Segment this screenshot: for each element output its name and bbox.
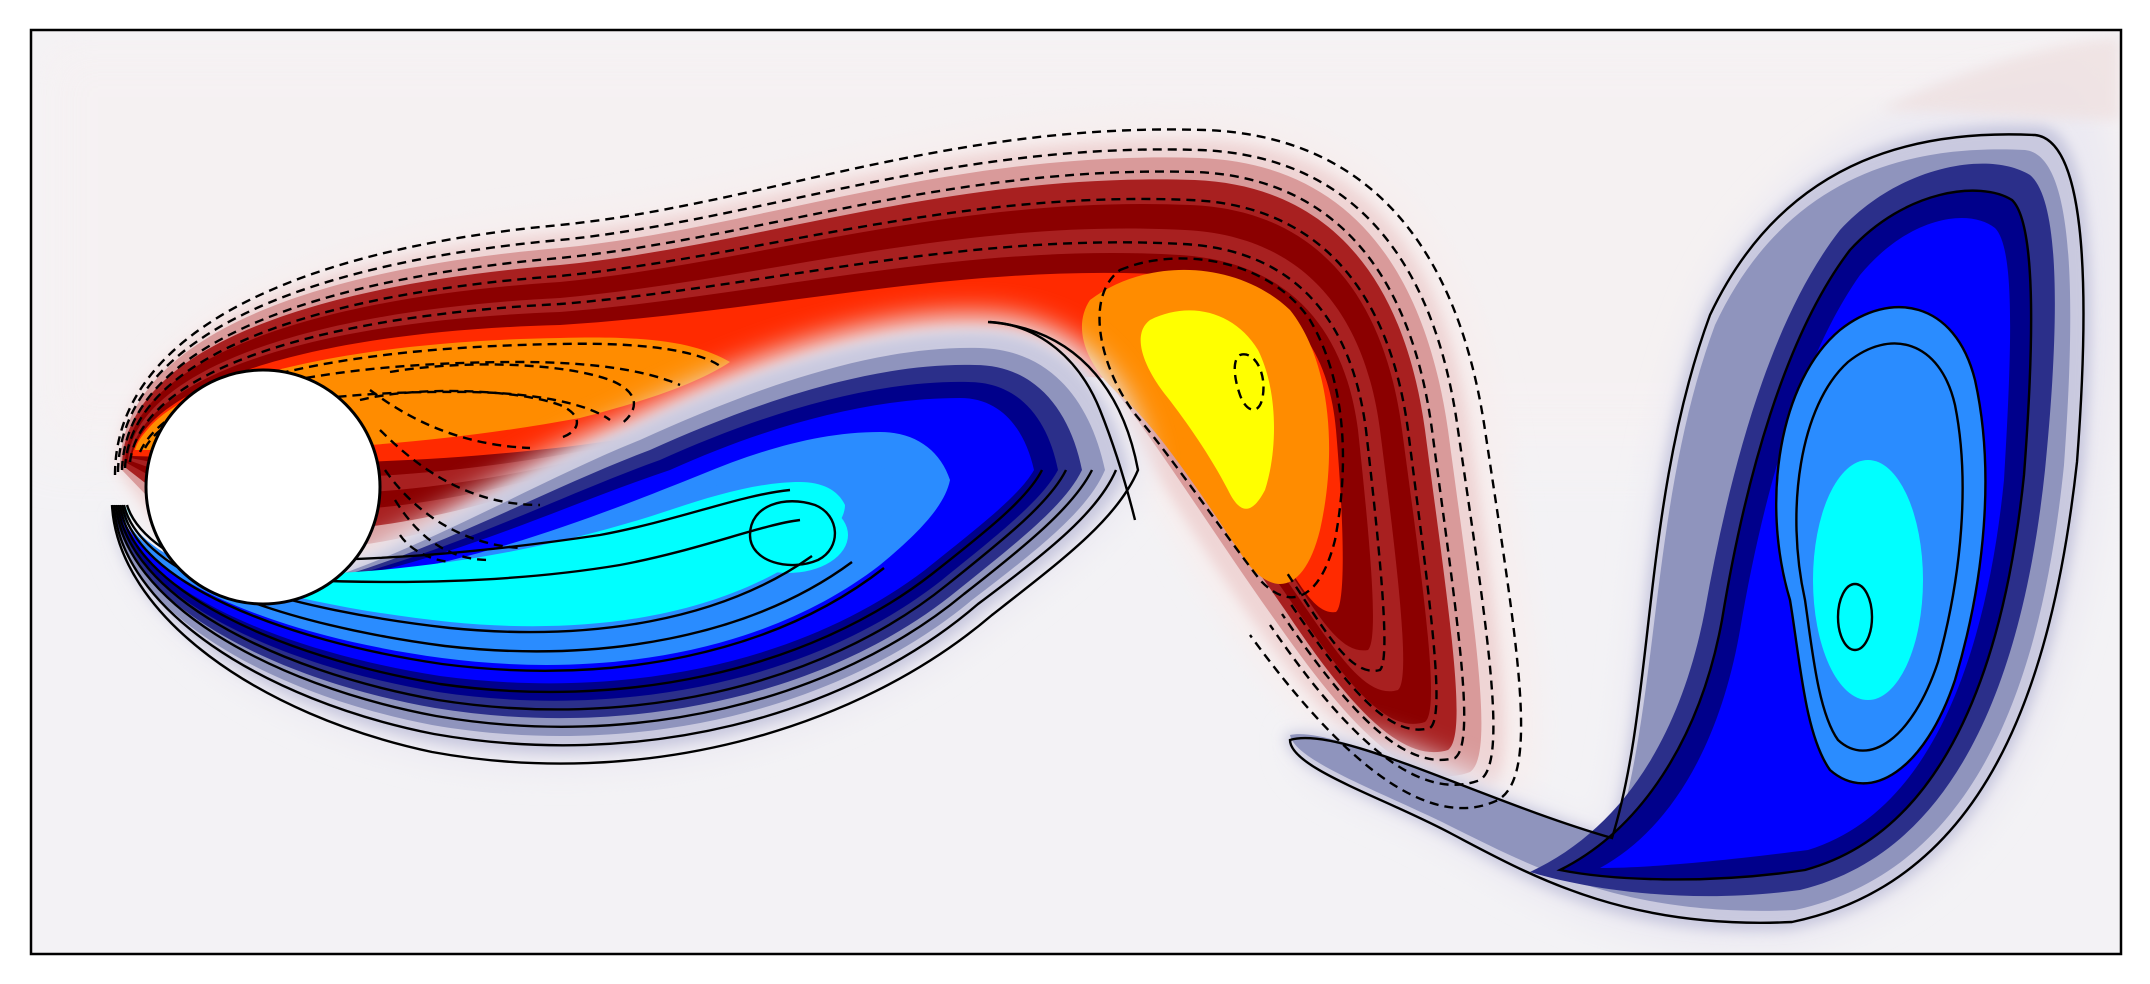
positive-level-10 [1140, 310, 1275, 509]
vorticity-field [31, 30, 2121, 954]
negative-level-9 [728, 497, 848, 573]
cylinder [144, 368, 382, 606]
negative-level-8 [1813, 460, 1923, 700]
downstream-negative-vortex [1285, 70, 2121, 951]
plot-frame [29, 28, 2123, 956]
upper-right-tint [1880, 38, 2120, 120]
